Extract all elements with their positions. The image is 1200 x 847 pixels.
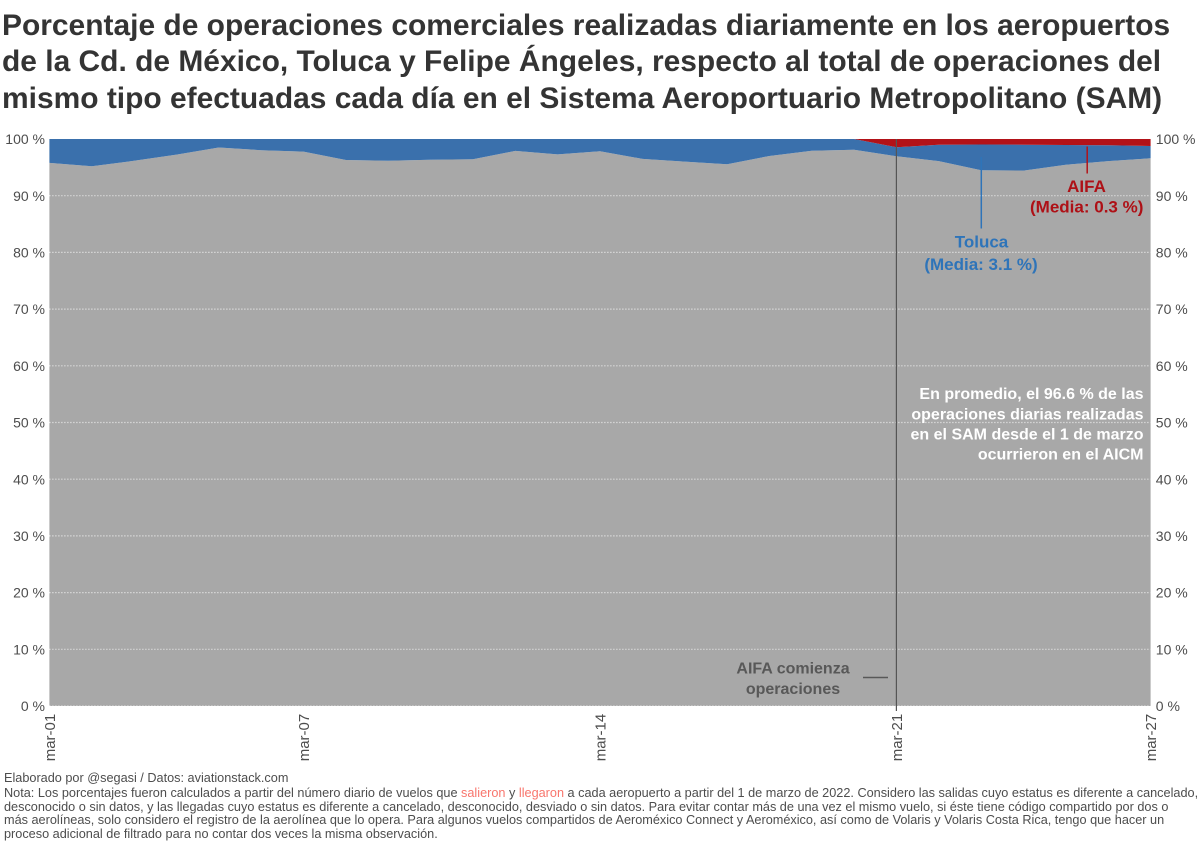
svg-text:70 %: 70 %: [13, 301, 45, 317]
svg-text:50 %: 50 %: [1156, 415, 1188, 431]
svg-text:en el SAM desde el 1 de marzo: en el SAM desde el 1 de marzo: [911, 427, 1144, 444]
svg-text:50 %: 50 %: [13, 415, 45, 431]
svg-text:10 %: 10 %: [1156, 641, 1188, 657]
svg-text:mar-14: mar-14: [593, 714, 610, 762]
svg-text:100 %: 100 %: [5, 131, 45, 147]
svg-text:(Media: 3.1 %): (Media: 3.1 %): [924, 255, 1037, 274]
svg-text:operaciones diarias realizadas: operaciones diarias realizadas: [911, 406, 1143, 423]
svg-text:0 %: 0 %: [21, 698, 45, 714]
svg-text:100 %: 100 %: [1156, 131, 1196, 147]
svg-text:80 %: 80 %: [1156, 245, 1188, 261]
svg-text:operaciones: operaciones: [746, 681, 840, 698]
svg-text:40 %: 40 %: [1156, 471, 1188, 487]
svg-text:(Media: 0.3 %): (Media: 0.3 %): [1030, 198, 1143, 217]
svg-text:0 %: 0 %: [1156, 698, 1180, 714]
svg-text:60 %: 60 %: [1156, 358, 1188, 374]
svg-text:30 %: 30 %: [13, 528, 45, 544]
svg-text:90 %: 90 %: [1156, 188, 1188, 204]
svg-text:70 %: 70 %: [1156, 301, 1188, 317]
svg-text:20 %: 20 %: [13, 585, 45, 601]
svg-text:90 %: 90 %: [13, 188, 45, 204]
svg-text:mar-27: mar-27: [1143, 714, 1160, 762]
svg-text:10 %: 10 %: [13, 641, 45, 657]
svg-text:20 %: 20 %: [1156, 585, 1188, 601]
svg-text:mar-01: mar-01: [42, 714, 59, 762]
svg-text:Toluca: Toluca: [955, 233, 1009, 252]
svg-text:AIFA: AIFA: [1067, 177, 1106, 196]
svg-text:mar-21: mar-21: [889, 714, 906, 762]
svg-text:40 %: 40 %: [13, 471, 45, 487]
svg-text:80 %: 80 %: [13, 245, 45, 261]
svg-text:ocurrieron en el AICM: ocurrieron en el AICM: [978, 447, 1144, 464]
svg-text:En promedio, el 96.6 % de las: En promedio, el 96.6 % de las: [919, 386, 1143, 403]
svg-text:60 %: 60 %: [13, 358, 45, 374]
svg-text:AIFA comienza: AIFA comienza: [736, 660, 849, 677]
svg-text:mar-07: mar-07: [296, 714, 313, 762]
svg-text:30 %: 30 %: [1156, 528, 1188, 544]
